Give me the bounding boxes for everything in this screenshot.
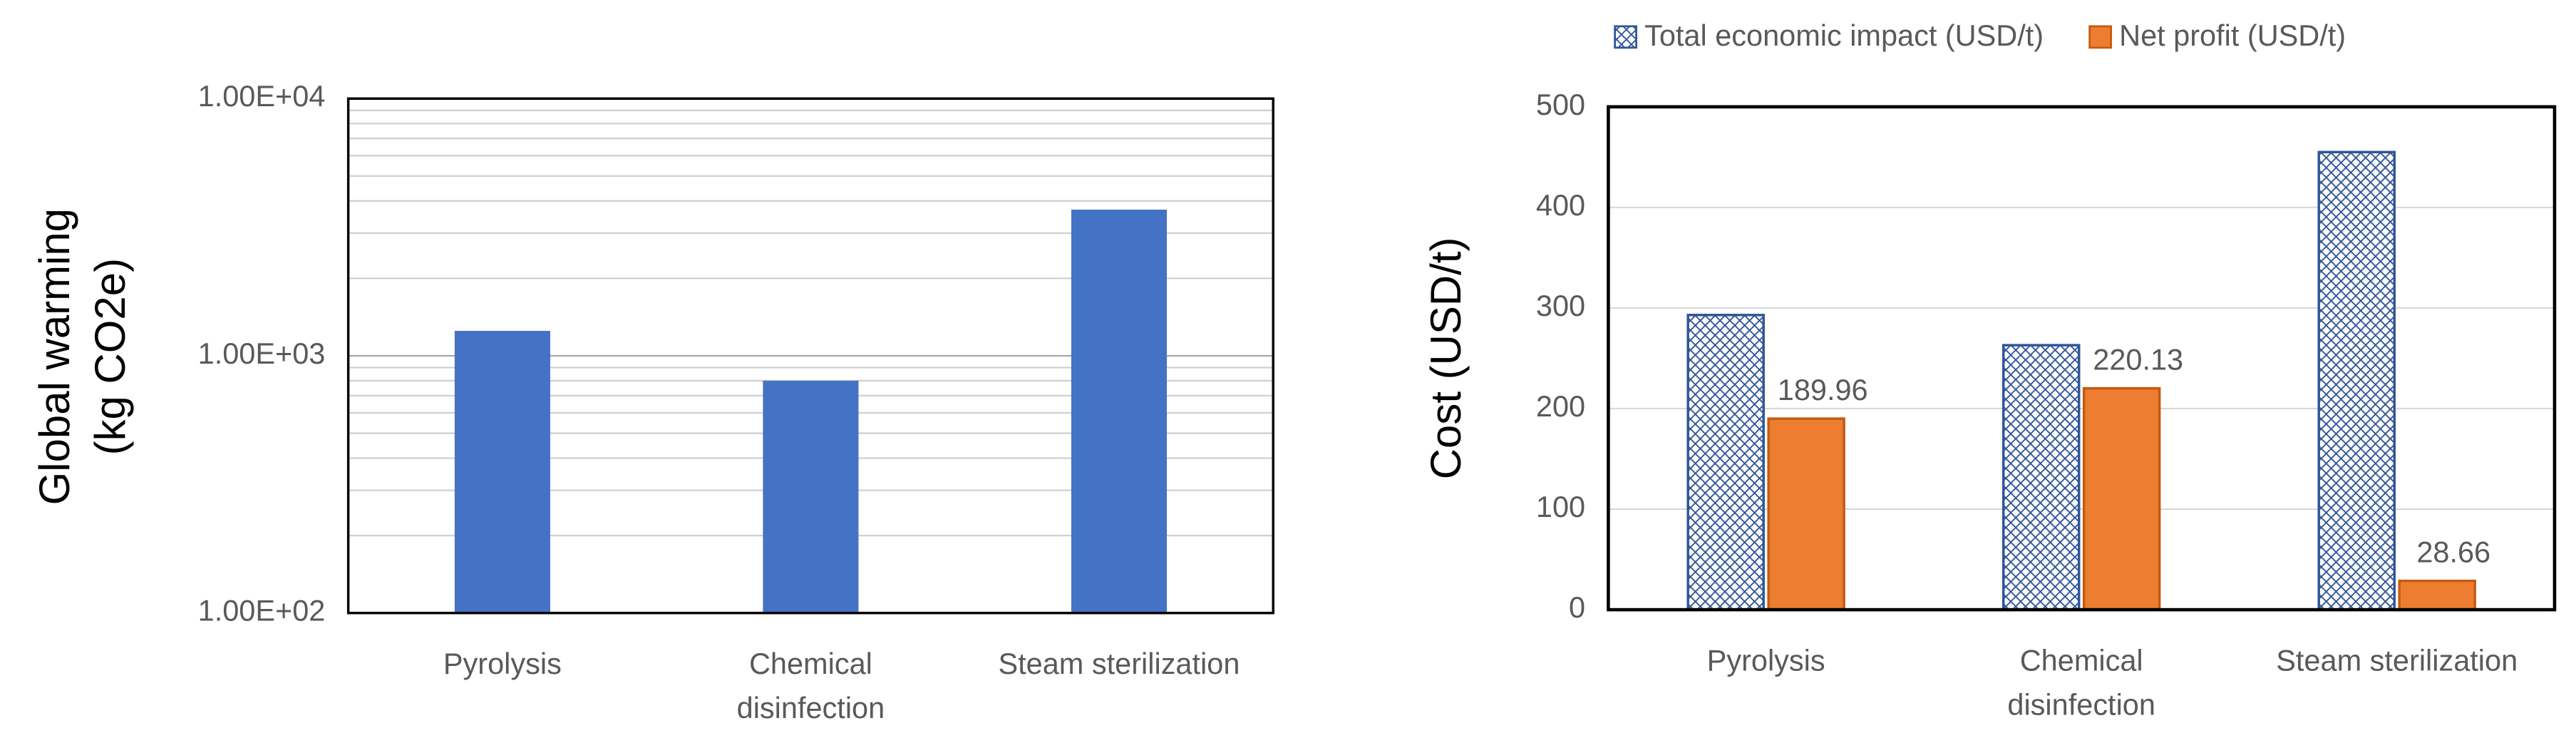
bar bbox=[1767, 417, 1845, 611]
legend-label: Total economic impact (USD/t) bbox=[1644, 19, 2044, 52]
y-tick-label: 500 bbox=[1536, 88, 1585, 121]
x-tick-label: Pyrolysis bbox=[1706, 644, 1825, 677]
y-tick-label: 200 bbox=[1536, 389, 1585, 423]
bar bbox=[763, 380, 859, 613]
legend-swatch bbox=[1614, 25, 1637, 49]
y-tick-label: 0 bbox=[1569, 590, 1585, 624]
data-label: 28.66 bbox=[2416, 535, 2490, 569]
x-tick-label: Steam sterilization bbox=[998, 647, 1240, 681]
bar bbox=[2398, 579, 2476, 611]
data-label: 220.13 bbox=[2093, 343, 2183, 376]
legend-swatch bbox=[2088, 25, 2112, 49]
x-tick-label: Pyrolysis bbox=[443, 647, 562, 681]
data-label: 189.96 bbox=[1778, 373, 1868, 406]
bar bbox=[454, 331, 550, 613]
legend-label: Net profit (USD/t) bbox=[2119, 19, 2346, 52]
plot-frame bbox=[1607, 105, 2557, 612]
bar bbox=[1686, 314, 1765, 611]
bar bbox=[1071, 210, 1167, 613]
y-tick-label: 1.00E+04 bbox=[198, 79, 326, 113]
bar bbox=[2317, 150, 2396, 611]
bar bbox=[2082, 386, 2161, 611]
x-tick-label: Chemical disinfection bbox=[736, 647, 885, 725]
y-tick-label: 1.00E+03 bbox=[198, 337, 326, 370]
y-tick-label: 400 bbox=[1536, 188, 1585, 222]
y-tick-label: 1.00E+02 bbox=[198, 594, 326, 627]
bar bbox=[2001, 344, 2081, 611]
x-tick-label: Chemical disinfection bbox=[2007, 644, 2155, 722]
y-axis-title: Cost (USD/t) bbox=[1421, 237, 1470, 480]
plot-frame bbox=[346, 97, 1274, 615]
y-tick-label: 300 bbox=[1536, 289, 1585, 322]
y-axis-title: Global warming (kg CO2e) bbox=[29, 207, 135, 505]
y-tick-label: 100 bbox=[1536, 490, 1585, 523]
x-tick-label: Steam sterilization bbox=[2276, 644, 2518, 677]
